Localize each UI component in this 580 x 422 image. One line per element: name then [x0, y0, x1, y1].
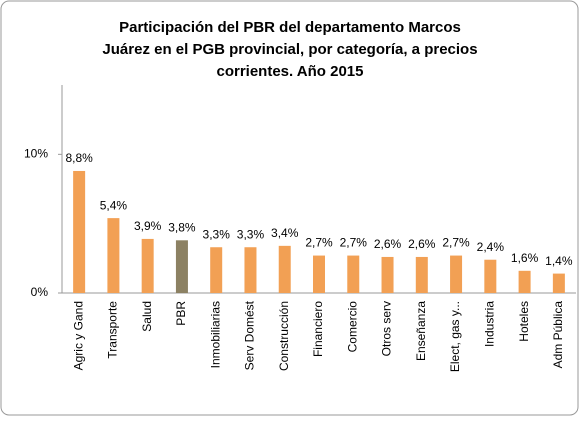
bar	[347, 255, 360, 293]
value-label: 2,6%	[374, 237, 402, 251]
bar	[210, 247, 223, 293]
x-tick-label: PBR	[174, 301, 188, 326]
x-tick-label: Enseñanza	[414, 301, 428, 361]
x-tick-label: Salud	[140, 301, 154, 332]
chart-title: Juárez en el PGB provincial, por categor…	[102, 41, 477, 58]
value-label: 2,7%	[442, 236, 470, 250]
value-label: 3,4%	[271, 226, 299, 240]
bar	[278, 245, 291, 293]
x-tick-label: Comercio	[345, 301, 359, 353]
value-label: 1,4%	[545, 254, 573, 268]
value-label: 2,6%	[408, 237, 436, 251]
bar	[73, 170, 86, 293]
bar	[244, 247, 257, 293]
chart-title: Participación del PBR del departamento M…	[119, 19, 461, 36]
bar	[415, 256, 428, 293]
bar	[313, 255, 325, 293]
value-label: 3,8%	[168, 220, 196, 234]
value-label: 2,7%	[340, 236, 368, 250]
bar	[450, 255, 463, 293]
bar	[381, 256, 394, 293]
bar	[552, 273, 565, 293]
x-tick-label: Transporte	[106, 301, 120, 359]
value-label: 3,9%	[134, 219, 162, 233]
value-label: 3,3%	[237, 227, 265, 241]
y-tick-label: 0%	[31, 285, 49, 299]
x-tick-label: Inmobiliarias	[208, 301, 222, 368]
x-tick-label: Serv Domést	[243, 300, 257, 370]
value-label: 5,4%	[100, 198, 128, 212]
bar	[141, 238, 154, 293]
y-tick-label: 10%	[24, 147, 48, 161]
value-label: 2,7%	[305, 236, 333, 250]
bar	[175, 240, 188, 293]
x-tick-label: Otros serv	[380, 301, 394, 356]
value-label: 8,8%	[65, 151, 93, 165]
x-tick-label: Financiero	[311, 301, 325, 357]
value-label: 1,6%	[511, 251, 539, 265]
bar	[518, 270, 531, 293]
x-tick-label: Elect, gas y...	[448, 301, 462, 372]
x-tick-label: Agric y Gand	[71, 301, 85, 370]
x-tick-label: Construcción	[277, 301, 291, 371]
bar	[484, 259, 497, 293]
bar	[107, 218, 120, 293]
value-label: 3,3%	[203, 227, 231, 241]
x-tick-label: Hoteles	[517, 301, 531, 342]
value-label: 2,4%	[477, 240, 505, 254]
chart-title: corrientes. Año 2015	[216, 63, 363, 80]
x-tick-label: Adm Pública	[551, 301, 565, 369]
x-tick-label: Industria	[483, 301, 497, 347]
